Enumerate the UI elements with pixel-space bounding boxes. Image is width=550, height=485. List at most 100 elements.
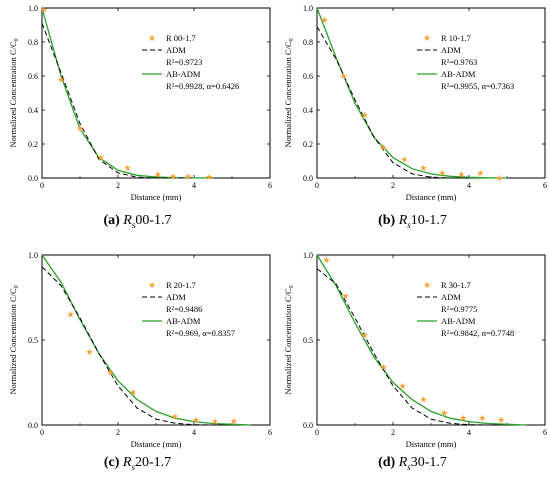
y-tick-label-b-2: 0.4 [303,106,313,115]
caption-b-sym: R [398,213,408,228]
y-tick-label-b-4: 0.8 [303,38,313,47]
measured-point-a-3: ★ [97,153,105,163]
measured-point-b-7: ★ [457,170,465,180]
chart-panel-b: 0 2 4 6 0.0 0.2 0.4 0.6 0.8 1.0 Distance (mm) Norma… [275,0,550,240]
abadm-line-b [316,7,508,179]
measured-point-c-2: ★ [106,367,114,377]
adm-line-d [316,268,489,426]
y-tick-label-b-0: 0.0 [303,174,313,183]
measured-point-a-0: ★ [40,5,48,15]
chart-a-svg: 0 2 4 6 0.0 0.2 0.4 0.6 0.8 1.0 Distance (mm) Norma… [8,4,272,202]
caption-b-sub: s [407,219,411,230]
x-tick-label-a-1: 2 [116,181,120,190]
caption-d-letter: (d) [378,455,396,470]
measured-point-b-6: ★ [438,168,446,178]
caption-c-sym: R [122,455,132,470]
x-tick-label-b-2: 4 [467,181,471,190]
x-tick-label-c-3: 6 [268,428,272,437]
y-axis-label-sub-d: 0 [289,285,295,288]
measured-point-d-7: ★ [459,413,467,423]
x-tick-label-b-0: 0 [315,181,319,190]
y-tick-label-a-5: 1.0 [28,4,38,13]
abadm-line-a [41,7,214,179]
x-axis-label-c: Distance (mm) [131,439,182,449]
caption-c-id: 20-1.7 [134,455,172,470]
adm-line-b [316,26,469,179]
caption-c-letter: (c) [103,455,120,470]
x-tick-label-a-3: 6 [268,181,272,190]
x-axis-label-d: Distance (mm) [406,439,457,449]
x-axis-label-b: Distance (mm) [406,192,457,202]
y-axis-label-sub-a: 0 [14,38,20,41]
x-axis-label-a: Distance (mm) [131,192,182,202]
measured-point-d-5: ★ [419,395,427,405]
legend-adm-label-d: ADM [441,292,461,302]
measured-point-a-5: ★ [154,170,162,180]
chart-b-svg: 0 2 4 6 0.0 0.2 0.4 0.6 0.8 1.0 Distance (mm) Norma… [283,4,547,202]
y-tick-label-d-0: 0.0 [303,421,313,430]
y-axis-label-sub-b: 0 [289,38,295,41]
measured-point-c-0: ★ [66,310,74,320]
caption-d-id: 30-1.7 [410,455,447,470]
x-tick-label-b-1: 2 [391,181,395,190]
y-axis-label-d: Normalized Concentration C/C0 [283,285,295,394]
y-axis-label-sub-c: 0 [14,285,20,288]
measured-point-a-1: ★ [57,74,65,84]
measured-point-b-3: ★ [379,142,387,152]
y-axis-label-b: Normalized Concentration C/C0 [283,38,295,147]
legend-measured-label-c: R 20-1.7 [166,280,196,290]
abadm-line-d [316,254,527,426]
measured-point-a-6: ★ [169,171,177,181]
legend-abadm-r2-d: R²=0.9842, α=0.7748 [441,328,514,338]
legend-measured-label-a: R 00-1.7 [166,33,196,43]
legend-adm-r2-d: R²=0.9775 [441,304,477,314]
measured-point-c-5: ★ [192,415,200,425]
measured-point-b-0: ★ [321,15,329,25]
chart-panel-a: 0 2 4 6 0.0 0.2 0.4 0.6 0.8 1.0 Distance (mm) Norma… [0,0,275,240]
y-tick-label-a-3: 0.6 [28,72,38,81]
measured-point-d-1: ★ [341,291,349,301]
legend-measured-label-d: R 30-1.7 [441,280,471,290]
legend-measured-label-b: R 10-1.7 [441,33,471,43]
measured-point-d-6: ★ [440,408,448,418]
x-tick-label-d-1: 2 [391,428,395,437]
caption-b: (b) Rs10-1.7 [275,213,550,230]
legend-abadm-r2-a: R²=0.9928, α=0.6426 [166,81,239,91]
measured-point-d-9: ★ [497,415,505,425]
legend-star-c: ★ [148,280,156,290]
legend-star-a: ★ [148,33,156,43]
caption-a: (a) Rs00-1.7 [0,213,275,230]
legend-star-d: ★ [423,280,431,290]
legend-adm-r2-c: R²=0.9486 [166,304,202,314]
x-tick-label-b-3: 6 [543,181,547,190]
measured-point-a-8: ★ [205,172,213,182]
measured-point-d-3: ★ [379,362,387,372]
chart-panel-c: 0 2 4 6 0.0 0.5 1.0 Distance (mm) Normalized Con… [0,245,275,485]
measured-point-d-2: ★ [360,330,368,340]
x-tick-label-d-2: 4 [467,428,471,437]
x-tick-label-c-0: 0 [40,428,44,437]
abadm-line-c [41,254,252,426]
measured-point-d-0: ★ [322,255,330,265]
legend-abadm-label-a: AB-ADM [166,69,201,79]
legend-adm-label-b: ADM [441,45,461,55]
adm-line-c [41,266,214,426]
y-tick-label-a-1: 0.2 [28,140,38,149]
y-tick-label-d-2: 1.0 [303,251,313,260]
measured-point-c-4: ★ [171,412,179,422]
caption-a-id: 00-1.7 [135,213,172,228]
y-tick-label-b-3: 0.6 [303,72,313,81]
caption-a-sub: s [131,219,136,230]
y-tick-label-b-1: 0.2 [303,140,313,149]
measured-point-c-6: ★ [211,417,219,427]
caption-a-sym: R [123,213,132,228]
y-tick-label-c-0: 0.0 [28,421,38,430]
legend-abadm-label-c: AB-ADM [166,316,201,326]
x-tick-label-c-2: 4 [192,428,196,437]
measured-point-a-2: ★ [76,124,84,134]
legend-abadm-r2-c: R²=0.969, α=0.8357 [166,328,235,338]
y-tick-label-c-1: 0.5 [28,336,38,345]
caption-d-sym: R [398,455,408,470]
measured-point-a-4: ★ [123,163,131,173]
caption-a-letter: (a) [103,213,120,228]
